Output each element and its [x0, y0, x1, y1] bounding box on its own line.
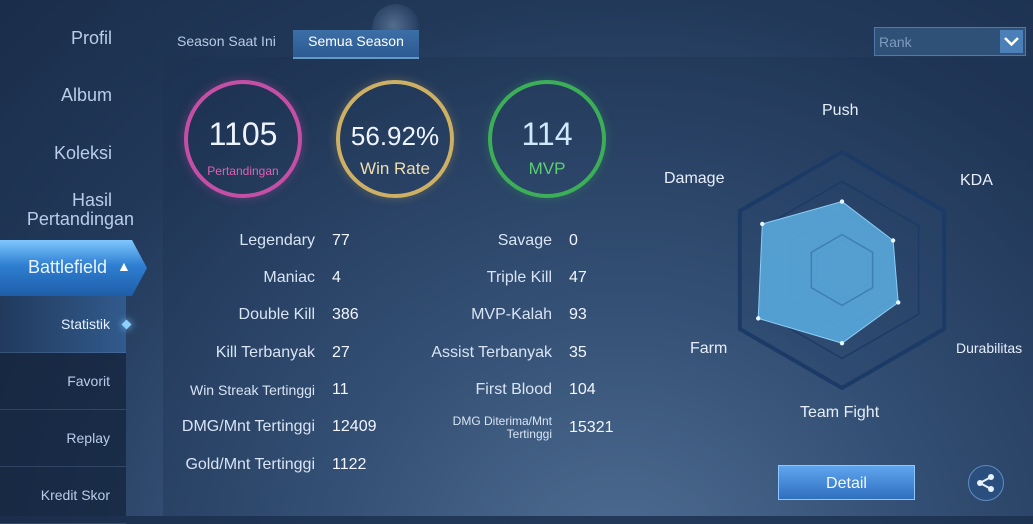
- win-rate-ring: 56.92% Win Rate: [336, 80, 454, 198]
- radar-label-kda: KDA: [960, 172, 993, 189]
- rank-dropdown[interactable]: Rank: [874, 27, 1026, 56]
- stat-label-dmg-diterima: DMG Diterima/Mnt Tertinggi: [453, 415, 552, 441]
- sidebar-item-profil[interactable]: Profil: [70, 28, 112, 48]
- stat-label-kill-terbanyak: Kill Terbanyak: [215, 344, 315, 361]
- radar-grid-inner: [810, 233, 874, 307]
- sidebar-item-koleksi[interactable]: Koleksi: [53, 143, 112, 163]
- stat-value-double-kill: 386: [332, 306, 359, 323]
- radar-label-durabilitas: Durabilitas: [956, 340, 1023, 356]
- stat-value-gold-mnt: 1122: [332, 456, 367, 473]
- sidebar-item-album[interactable]: Album: [60, 85, 112, 105]
- detail-button[interactable]: Detail: [778, 465, 915, 500]
- submenu-item-favorit[interactable]: Favorit: [0, 353, 126, 410]
- mvp-label: MVP: [528, 159, 566, 178]
- stat-label-maniac: Maniac: [263, 269, 315, 286]
- stat-value-triple-kill: 47: [569, 269, 587, 286]
- stat-label-first-blood: First Blood: [475, 381, 552, 398]
- stat-value-legendary: 77: [332, 232, 350, 249]
- radar-point-team-fight: [839, 340, 845, 346]
- radar-label-push: Push: [822, 102, 859, 119]
- radar-point-durabilitas: [896, 300, 901, 305]
- stat-label-mvp-kalah: MVP-Kalah: [471, 306, 552, 323]
- battlefield-label: Battlefield: [28, 257, 108, 277]
- stat-label-dmg-diterima-line2: Tertinggi: [506, 427, 552, 441]
- mvp-ring: 114 MVP: [488, 80, 606, 198]
- chevron-up-icon: ▲: [117, 258, 131, 274]
- share-icon: [977, 474, 994, 492]
- stat-value-assist-terbanyak: 35: [569, 344, 587, 361]
- mvp-count: 114: [521, 116, 573, 152]
- win-rate-label: Win Rate: [360, 159, 430, 178]
- stat-label-gold-mnt: Gold/Mnt Tertinggi: [185, 456, 315, 473]
- stat-label-dmg-diterima-line1: DMG Diterima/Mnt: [452, 414, 552, 428]
- stat-value-maniac: 4: [332, 269, 341, 286]
- rank-dropdown-value: Rank: [879, 34, 912, 50]
- radar-label-farm: Farm: [690, 340, 728, 357]
- stat-value-mvp-kalah: 93: [569, 306, 587, 323]
- radar-point-push: [839, 199, 845, 204]
- tab-semua-season[interactable]: Semua Season: [293, 30, 419, 59]
- sidebar-item-hasil-line1: Hasil: [71, 190, 112, 210]
- share-button[interactable]: [968, 465, 1004, 501]
- submenu-item-kredit-skor[interactable]: Kredit Skor: [0, 467, 126, 524]
- sidebar-item-hasil-pertandingan[interactable]: Hasil Pertandingan: [27, 191, 134, 229]
- sidebar: Profil Album Koleksi Hasil Pertandingan …: [0, 0, 150, 524]
- stat-label-dmg-mnt: DMG/Mnt Tertinggi: [181, 418, 315, 435]
- stat-value-first-blood: 104: [569, 381, 596, 398]
- matches-count: 1105: [208, 116, 278, 152]
- win-rate-value: 56.92%: [350, 121, 440, 151]
- stat-value-dmg-mnt: 12409: [332, 418, 377, 435]
- chevron-down-icon: [1000, 30, 1023, 53]
- radar-label-team-fight: Team Fight: [800, 404, 880, 421]
- radar-point-kda: [890, 238, 896, 243]
- matches-ring: 1105 Pertandingan: [184, 80, 302, 198]
- stat-value-savage: 0: [569, 232, 578, 249]
- stat-label-savage: Savage: [497, 232, 552, 249]
- stat-value-kill-terbanyak: 27: [332, 344, 350, 361]
- sidebar-item-hasil-line2: Pertandingan: [26, 209, 134, 229]
- stat-label-win-streak: Win Streak Tertinggi: [189, 382, 315, 398]
- stat-label-assist-terbanyak: Assist Terbanyak: [431, 344, 552, 361]
- submenu-item-statistik[interactable]: Statistik: [0, 296, 126, 353]
- stat-label-legendary: Legendary: [239, 232, 315, 249]
- sidebar-item-battlefield[interactable]: Battlefield ▲: [0, 240, 147, 296]
- radar-point-damage: [760, 221, 765, 227]
- radar-chart: [737, 149, 947, 391]
- tab-season-saat-ini[interactable]: Season Saat Ini: [177, 33, 276, 49]
- submenu-item-replay[interactable]: Replay: [0, 410, 126, 467]
- matches-label: Pertandingan: [207, 164, 279, 178]
- stat-value-dmg-diterima: 15321: [569, 419, 614, 436]
- stat-label-double-kill: Double Kill: [238, 306, 315, 323]
- stat-label-triple-kill: Triple Kill: [486, 269, 552, 286]
- battlefield-submenu: Statistik Favorit Replay Kredit Skor: [0, 296, 126, 524]
- stat-value-win-streak: 11: [332, 381, 349, 398]
- radar-label-damage: Damage: [664, 170, 725, 187]
- radar-point-farm: [756, 316, 761, 321]
